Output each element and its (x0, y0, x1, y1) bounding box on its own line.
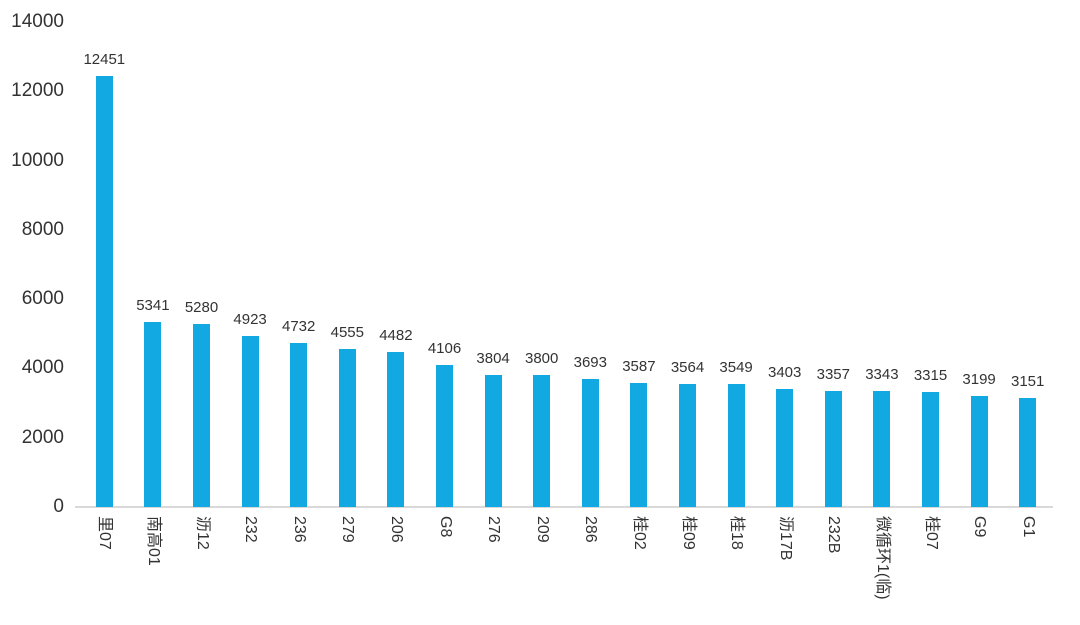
bar-value-label: 12451 (83, 50, 126, 68)
bar-value-label: 3343 (865, 366, 899, 384)
x-axis-category-label: 209 (533, 516, 551, 543)
bar (484, 375, 502, 507)
bar (630, 382, 648, 507)
bar-value-label: 3199 (962, 371, 996, 389)
bar (970, 396, 988, 507)
bar (824, 390, 842, 507)
x-axis-category-label: 桂09 (679, 516, 697, 550)
bar-value-label: 4106 (427, 339, 462, 357)
y-axis-tick-label: 2000 (21, 426, 64, 448)
bar (922, 392, 939, 507)
bar-value-label: 3315 (913, 367, 948, 385)
bar (581, 379, 599, 507)
bar-value-label: 3357 (816, 365, 850, 383)
x-axis-category-label: 桂02 (630, 516, 648, 550)
x-axis-line (75, 506, 1053, 508)
bar (873, 391, 891, 507)
x-axis-category-label: 桂18 (728, 516, 746, 550)
bar-value-label: 3693 (573, 354, 607, 372)
bar (193, 324, 210, 507)
x-axis-category-label: 沥12 (193, 516, 211, 550)
x-axis-category-label: G8 (436, 516, 454, 538)
bar-value-label: 4732 (282, 318, 316, 336)
bar (679, 383, 696, 507)
x-axis-category-label: 232 (242, 516, 260, 543)
x-axis-category-label: 279 (339, 516, 357, 543)
x-axis-category-label: 276 (485, 516, 503, 543)
x-axis-category-label: 232B (825, 516, 843, 554)
x-axis-category-label: 236 (290, 516, 308, 543)
bar-value-label: 3804 (476, 350, 510, 368)
bar-value-label: 3587 (622, 357, 656, 375)
y-axis-tick-label: 0 (53, 496, 64, 517)
y-axis-tick-label: 4000 (21, 357, 64, 379)
bar (241, 336, 259, 507)
bar (533, 375, 551, 507)
x-axis-category-label: G9 (971, 516, 989, 538)
bar-value-label: 5341 (136, 296, 170, 314)
bar-value-label: 3151 (1011, 372, 1045, 390)
x-axis-category-label: 南高01 (144, 516, 162, 566)
x-axis-category-label: 沥17B (776, 516, 794, 561)
bar (144, 321, 162, 507)
x-axis-category-label: 桂07 (922, 516, 940, 550)
bar (1019, 397, 1037, 507)
bar (95, 75, 113, 507)
x-axis-category-label: 286 (582, 516, 600, 543)
bar-value-label: 3564 (670, 358, 705, 376)
y-axis-tick-label: 12000 (11, 80, 64, 102)
bar (338, 349, 356, 507)
bar (290, 343, 308, 507)
x-axis-category-label: 206 (387, 516, 405, 543)
y-axis-tick-label: 10000 (11, 149, 64, 171)
bar-value-label: 3549 (719, 359, 753, 377)
bar (436, 364, 453, 507)
bar (387, 351, 405, 507)
bar (727, 384, 745, 507)
y-axis-tick-label: 8000 (21, 218, 64, 240)
bar-value-label: 4482 (379, 326, 413, 344)
x-axis-category-label: 里07 (96, 516, 114, 550)
bar-value-label: 5280 (184, 299, 219, 317)
bar-value-label: 3403 (768, 364, 802, 382)
x-axis-category-label: G1 (1019, 516, 1037, 538)
y-axis-tick-label: 6000 (21, 288, 64, 310)
y-axis-tick-label: 14000 (11, 11, 64, 32)
bar-value-label: 4923 (233, 311, 267, 329)
bar-value-label: 3800 (525, 350, 559, 368)
bar-value-label: 4555 (330, 324, 364, 342)
bar (776, 389, 794, 507)
x-axis-category-label: 微循环1(临) (873, 516, 891, 600)
